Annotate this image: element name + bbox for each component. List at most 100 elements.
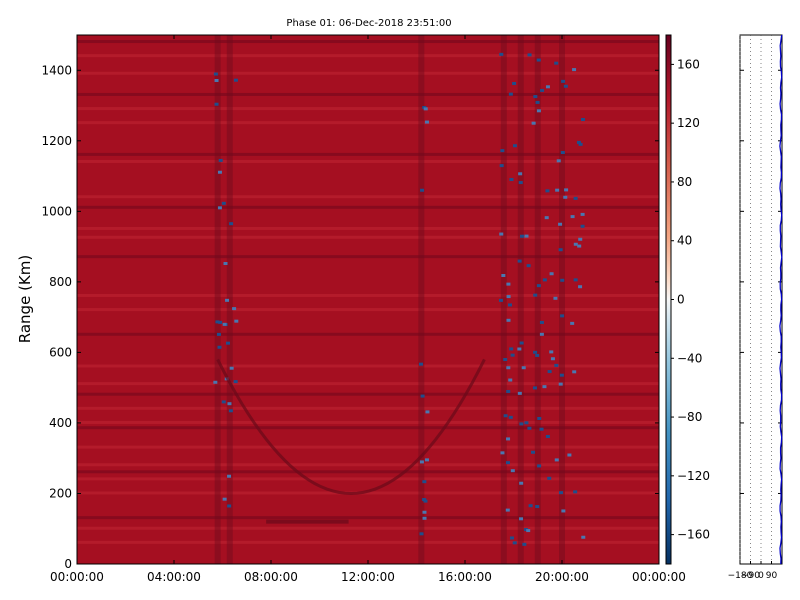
- heatmap-cell-low: [532, 386, 537, 390]
- heatmap-horizontal-band: [77, 382, 659, 386]
- heatmap-cell-low: [217, 345, 222, 349]
- heatmap-cell-low: [558, 222, 563, 226]
- heatmap-cell-low: [217, 206, 222, 210]
- heatmap-cell-low: [558, 491, 563, 495]
- heatmap-horizontal-band: [77, 477, 659, 481]
- colorbar-tick-label: 0: [677, 293, 685, 307]
- heatmap-horizontal-band: [77, 159, 659, 163]
- heatmap-cell-low: [547, 476, 552, 480]
- heatmap-vertical-band: [517, 35, 524, 564]
- colorbar-tick-label: 120: [677, 116, 700, 130]
- heatmap-horizontal-band: [77, 92, 659, 96]
- heatmap-cell-low: [573, 278, 578, 282]
- heatmap-horizontal-band: [77, 226, 659, 230]
- heatmap-cell-low: [225, 341, 230, 345]
- heatmap-vertical-band: [214, 35, 221, 564]
- heatmap-cell-low: [499, 52, 504, 56]
- heatmap-cell-low: [567, 453, 572, 457]
- heatmap-cell-low: [559, 373, 564, 377]
- heatmap-cell-low: [214, 102, 219, 106]
- heatmap-cell-low: [508, 378, 513, 382]
- heatmap-cell-low: [549, 272, 554, 276]
- x-tick-label: 00:00:00: [632, 570, 686, 584]
- heatmap-horizontal-band: [77, 392, 659, 396]
- heatmap-cell-low: [542, 385, 547, 389]
- heatmap-cell-low: [533, 293, 538, 297]
- heatmap-cell-low: [510, 469, 515, 473]
- heatmap-horizontal-band: [77, 293, 659, 297]
- heatmap-cell-low: [519, 341, 524, 345]
- heatmap-cell-low: [503, 358, 508, 362]
- heatmap-cell-low: [228, 409, 233, 413]
- heatmap-horizontal-band: [77, 40, 659, 44]
- heatmap-vertical-band: [226, 35, 233, 564]
- heatmap-cell-low: [580, 212, 585, 216]
- heatmap-cell-low: [518, 172, 523, 176]
- heatmap-vertical-band: [534, 35, 541, 564]
- heatmap-cell-low: [570, 215, 575, 219]
- heatmap-cell-low: [225, 298, 230, 302]
- heatmap-cell-low: [578, 237, 583, 241]
- heatmap-cell-low: [539, 320, 544, 324]
- profile-x-tick-label: 90: [766, 571, 778, 581]
- heatmap-horizontal-band: [77, 470, 659, 474]
- y-axis: 0 200 400 600 800 1000 1200 1400: [41, 63, 659, 571]
- heatmap-cell-low: [550, 357, 555, 361]
- heatmap-cell-low: [563, 84, 568, 88]
- heatmap-cell-low: [573, 242, 578, 246]
- heatmap-cell-low: [229, 366, 234, 370]
- heatmap-cell-low: [554, 363, 559, 367]
- heatmap-cell-low: [558, 382, 563, 386]
- heatmap-cell-low: [218, 320, 223, 324]
- heatmap-horizontal-band: [77, 332, 659, 336]
- heatmap-cell-low: [507, 303, 512, 307]
- heatmap-cell-low: [223, 262, 228, 266]
- heatmap-cell-low: [535, 353, 540, 357]
- heatmap-cell-low: [234, 319, 239, 323]
- y-tick-label: 800: [49, 275, 72, 289]
- phase-profile-plot: −180−900 90: [728, 34, 783, 581]
- heatmap-cell-low: [561, 79, 566, 83]
- heatmap-cell-low: [217, 170, 222, 174]
- heatmap-cell-low: [544, 216, 549, 220]
- heatmap-cell-low: [539, 332, 544, 336]
- heatmap-cell-low: [233, 380, 238, 384]
- heatmap-cell-low: [573, 196, 578, 200]
- heatmap-horizontal-band: [77, 235, 659, 239]
- profile-x-tick-label: 0: [758, 571, 764, 581]
- heatmap-cell-low: [531, 450, 536, 454]
- y-axis-label: Range (Km): [16, 255, 34, 343]
- heatmap-cell-low: [535, 505, 540, 509]
- heatmap-horizontal-band: [77, 205, 659, 209]
- heatmap-cell-low: [506, 366, 511, 370]
- heatmap-cell-low: [547, 370, 552, 374]
- heatmap-horizontal-band: [77, 107, 659, 111]
- heatmap-cell-low: [553, 296, 558, 300]
- heatmap-cell-low: [536, 284, 541, 288]
- x-tick-label: 08:00:00: [244, 570, 298, 584]
- heatmap-cell-low: [519, 422, 524, 426]
- heatmap-cell-low: [508, 92, 513, 96]
- colorbar-ticks: 160 120 80 40 0 −40 −80 −120 −160: [671, 57, 710, 542]
- heatmap-cell-low: [531, 121, 536, 125]
- heatmap-cell-low: [524, 421, 529, 425]
- x-axis: 00:00:00 04:00:00 08:00:00 12:00:00 16:00:00…: [50, 35, 686, 584]
- heatmap-cell-low: [214, 78, 219, 82]
- heatmap-cell-low: [419, 460, 424, 464]
- heatmap-cell-low: [232, 307, 237, 311]
- heatmap-horizontal-band: [77, 463, 659, 467]
- x-tick-label: 12:00:00: [341, 570, 395, 584]
- heatmap-cell-low: [501, 274, 506, 278]
- heatmap-cell-low: [542, 278, 547, 282]
- heatmap-horizontal-band: [77, 526, 659, 530]
- heatmap-horizontal-band: [77, 54, 659, 58]
- heatmap-cell-low: [560, 151, 565, 155]
- heatmap-cell-low: [423, 107, 428, 111]
- colorbar-tick-label: −80: [677, 410, 702, 424]
- heatmap-cell-low: [572, 370, 577, 374]
- heatmap-cell-low: [222, 322, 227, 326]
- heatmap-horizontal-band: [77, 516, 659, 520]
- heatmap-cell-low: [509, 347, 514, 351]
- heatmap-cell-low: [545, 189, 550, 193]
- heatmap-cell-low: [520, 234, 525, 238]
